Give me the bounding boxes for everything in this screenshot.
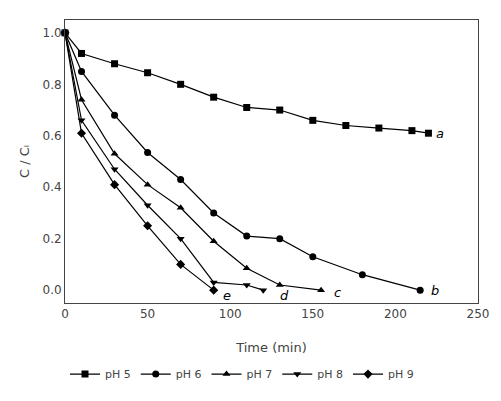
svg-text:a: a (436, 126, 444, 141)
svg-text:0.0: 0.0 (43, 283, 62, 297)
svg-text:0: 0 (61, 307, 69, 321)
svg-text:pH 6: pH 6 (176, 368, 202, 381)
svg-text:pH 8: pH 8 (317, 368, 343, 381)
svg-text:C / Cᵢ: C / Cᵢ (17, 145, 32, 178)
svg-text:0.2: 0.2 (43, 232, 62, 246)
svg-text:0.8: 0.8 (43, 78, 62, 92)
svg-text:0.6: 0.6 (43, 129, 62, 143)
svg-text:pH 5: pH 5 (105, 368, 131, 381)
svg-text:pH 9: pH 9 (388, 368, 414, 381)
svg-text:200: 200 (384, 307, 407, 321)
svg-text:0.4: 0.4 (43, 180, 62, 194)
svg-text:e: e (223, 288, 231, 303)
svg-text:b: b (431, 283, 439, 298)
svg-text:Time (min): Time (min) (235, 340, 307, 355)
svg-text:pH 7: pH 7 (247, 368, 273, 381)
svg-text:c: c (334, 285, 341, 300)
svg-text:50: 50 (140, 307, 155, 321)
svg-text:150: 150 (301, 307, 324, 321)
svg-text:250: 250 (467, 307, 490, 321)
svg-text:1.0: 1.0 (43, 26, 62, 40)
svg-text:d: d (280, 288, 289, 303)
svg-text:100: 100 (219, 307, 242, 321)
